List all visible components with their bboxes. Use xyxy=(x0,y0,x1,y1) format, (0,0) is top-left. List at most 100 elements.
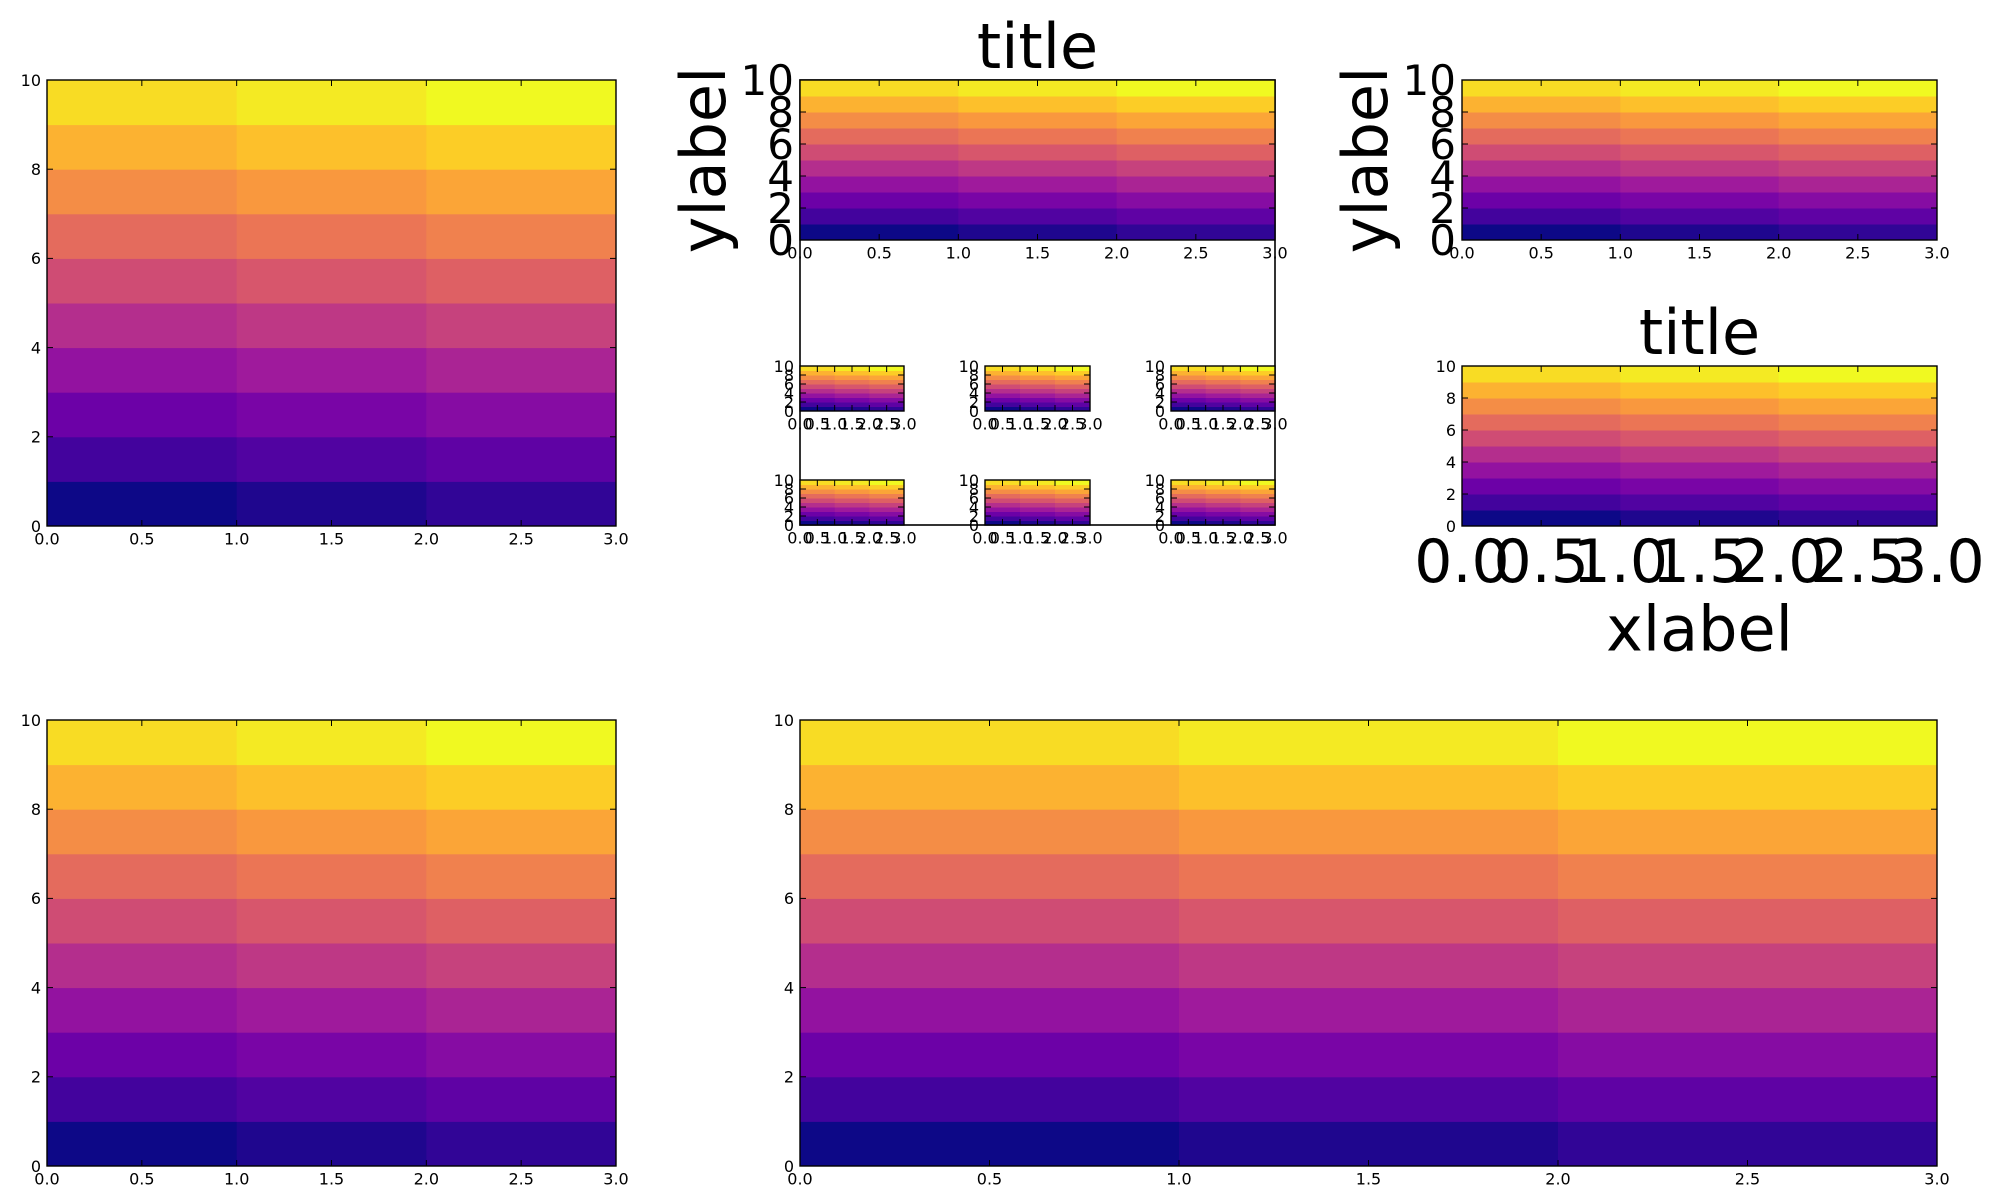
heatmap-cell xyxy=(47,987,238,1033)
x-tick-label: 2.0 xyxy=(857,415,882,434)
y-tick-label: 8 xyxy=(1155,366,1165,385)
heatmap-cell xyxy=(1778,366,1938,383)
x-tick-label: 1.0 xyxy=(1007,415,1032,434)
heatmap-cell xyxy=(1558,853,1938,899)
heatmap-cell xyxy=(869,498,905,503)
y-tick-label: 0 xyxy=(767,216,794,265)
heatmap-cell xyxy=(426,481,617,527)
y-tick-label: 8 xyxy=(1446,389,1456,408)
x-tick-label: 1.5 xyxy=(1652,527,1747,597)
heatmap-cell xyxy=(1620,414,1780,431)
heatmap-cell xyxy=(236,1032,427,1078)
heatmap-cell xyxy=(1205,379,1241,385)
heatmap-cell xyxy=(1620,366,1780,383)
x-tick-label: 1.0 xyxy=(822,529,847,548)
y-tick-label: 0 xyxy=(1446,517,1456,536)
heatmap-cell xyxy=(1020,379,1056,385)
heatmap-cell xyxy=(1179,720,1559,766)
heatmap-cell xyxy=(426,213,617,259)
heatmap-cell xyxy=(1778,494,1938,511)
heatmap-cell xyxy=(834,379,870,385)
x-tick-label: 0.0 xyxy=(787,415,812,434)
heatmap-cells xyxy=(800,720,1938,1167)
heatmap-cell xyxy=(1240,502,1276,508)
heatmap-cell xyxy=(800,224,959,241)
heatmap-cell xyxy=(869,507,905,512)
y-tick-label: 0 xyxy=(784,402,794,421)
y-tick-label: 4 xyxy=(1155,384,1165,403)
y-tick-label: 10 xyxy=(21,711,41,730)
x-tick-label: 1.5 xyxy=(1210,415,1235,434)
heatmap-cell xyxy=(1462,192,1621,209)
heatmap-cell xyxy=(958,160,1118,177)
heatmap-cell xyxy=(1558,898,1938,944)
heatmap-cell xyxy=(834,375,870,380)
heatmap-cell xyxy=(1462,128,1621,145)
heatmap-cell xyxy=(1171,489,1207,494)
heatmap-cell xyxy=(1020,516,1056,521)
y-tick-label: 8 xyxy=(784,480,794,499)
heatmap-cell xyxy=(869,388,905,394)
heatmap-cell xyxy=(426,392,617,438)
y-tick-label: 8 xyxy=(1155,480,1165,499)
heatmap-cell xyxy=(985,507,1021,512)
heatmap-cell xyxy=(800,764,1180,810)
heatmap-cell xyxy=(800,853,1180,899)
heatmap-cell xyxy=(426,943,617,989)
heatmap-cell xyxy=(1205,397,1241,403)
y-tick-label: 2 xyxy=(31,1068,41,1087)
heatmap-cell xyxy=(426,80,617,126)
heatmap-cell xyxy=(1205,498,1241,503)
heatmap-cell xyxy=(1205,502,1241,508)
heatmap-cell xyxy=(236,303,427,349)
heatmap-cell xyxy=(958,144,1118,161)
heatmap-cell xyxy=(985,502,1021,508)
heatmap-cell xyxy=(1778,176,1938,193)
heatmap-cell xyxy=(869,393,905,398)
heatmap-cell xyxy=(1778,80,1938,97)
y-tick-label: 6 xyxy=(31,249,41,268)
y-tick-label: 2 xyxy=(1446,485,1456,504)
heatmap-cell xyxy=(834,402,870,407)
x-tick-label: 0.5 xyxy=(805,529,830,548)
heatmap-cell xyxy=(1116,80,1276,97)
heatmap-cell xyxy=(426,436,617,482)
heatmap-cell xyxy=(834,484,870,490)
heatmap-cell xyxy=(1055,375,1091,380)
chart-title: title xyxy=(977,10,1098,83)
x-tick-label: 2.5 xyxy=(1845,244,1870,263)
heatmap-cell xyxy=(1116,128,1276,145)
y-tick-label: 2 xyxy=(969,393,979,412)
heatmap-cell xyxy=(236,809,427,855)
y-tick-label: 10 xyxy=(1436,357,1456,376)
heatmap-cell xyxy=(236,764,427,810)
heatmap-cell xyxy=(47,436,238,482)
heatmap-cell xyxy=(1462,478,1621,495)
heatmap-cells xyxy=(1171,480,1276,526)
heatmap-cell xyxy=(1462,510,1621,527)
heatmap-cell xyxy=(1620,224,1780,241)
chart-mid-right: 0.00.51.01.52.02.53.0 0 2 4 6 8 10 title xlabel xyxy=(1414,296,1984,666)
heatmap-cell xyxy=(1778,478,1938,495)
heatmap-cell xyxy=(1620,160,1780,177)
heatmap-cell xyxy=(834,370,870,376)
x-tick-label: 2.0 xyxy=(1731,527,1826,597)
y-tick-label: 10 xyxy=(959,357,979,376)
heatmap-cell xyxy=(426,809,617,855)
x-tick-label: 2.0 xyxy=(1042,529,1067,548)
x-tick-label: 0.5 xyxy=(129,1170,154,1189)
y-tick-label: 4 xyxy=(31,338,41,357)
heatmap-cell xyxy=(1462,462,1621,479)
heatmap-cell xyxy=(958,224,1118,241)
heatmap-cell xyxy=(1462,160,1621,177)
x-tick-label: 3.0 xyxy=(603,1170,628,1189)
heatmap-cell xyxy=(1240,375,1276,380)
heatmap-cell xyxy=(236,720,427,766)
y-tick-label: 8 xyxy=(969,366,979,385)
x-tick-label: 0.0 xyxy=(787,529,812,548)
heatmap-cell xyxy=(1462,398,1621,415)
heatmap-cell xyxy=(1462,224,1621,241)
heatmap-cell xyxy=(869,502,905,508)
heatmap-cell xyxy=(1778,382,1938,399)
